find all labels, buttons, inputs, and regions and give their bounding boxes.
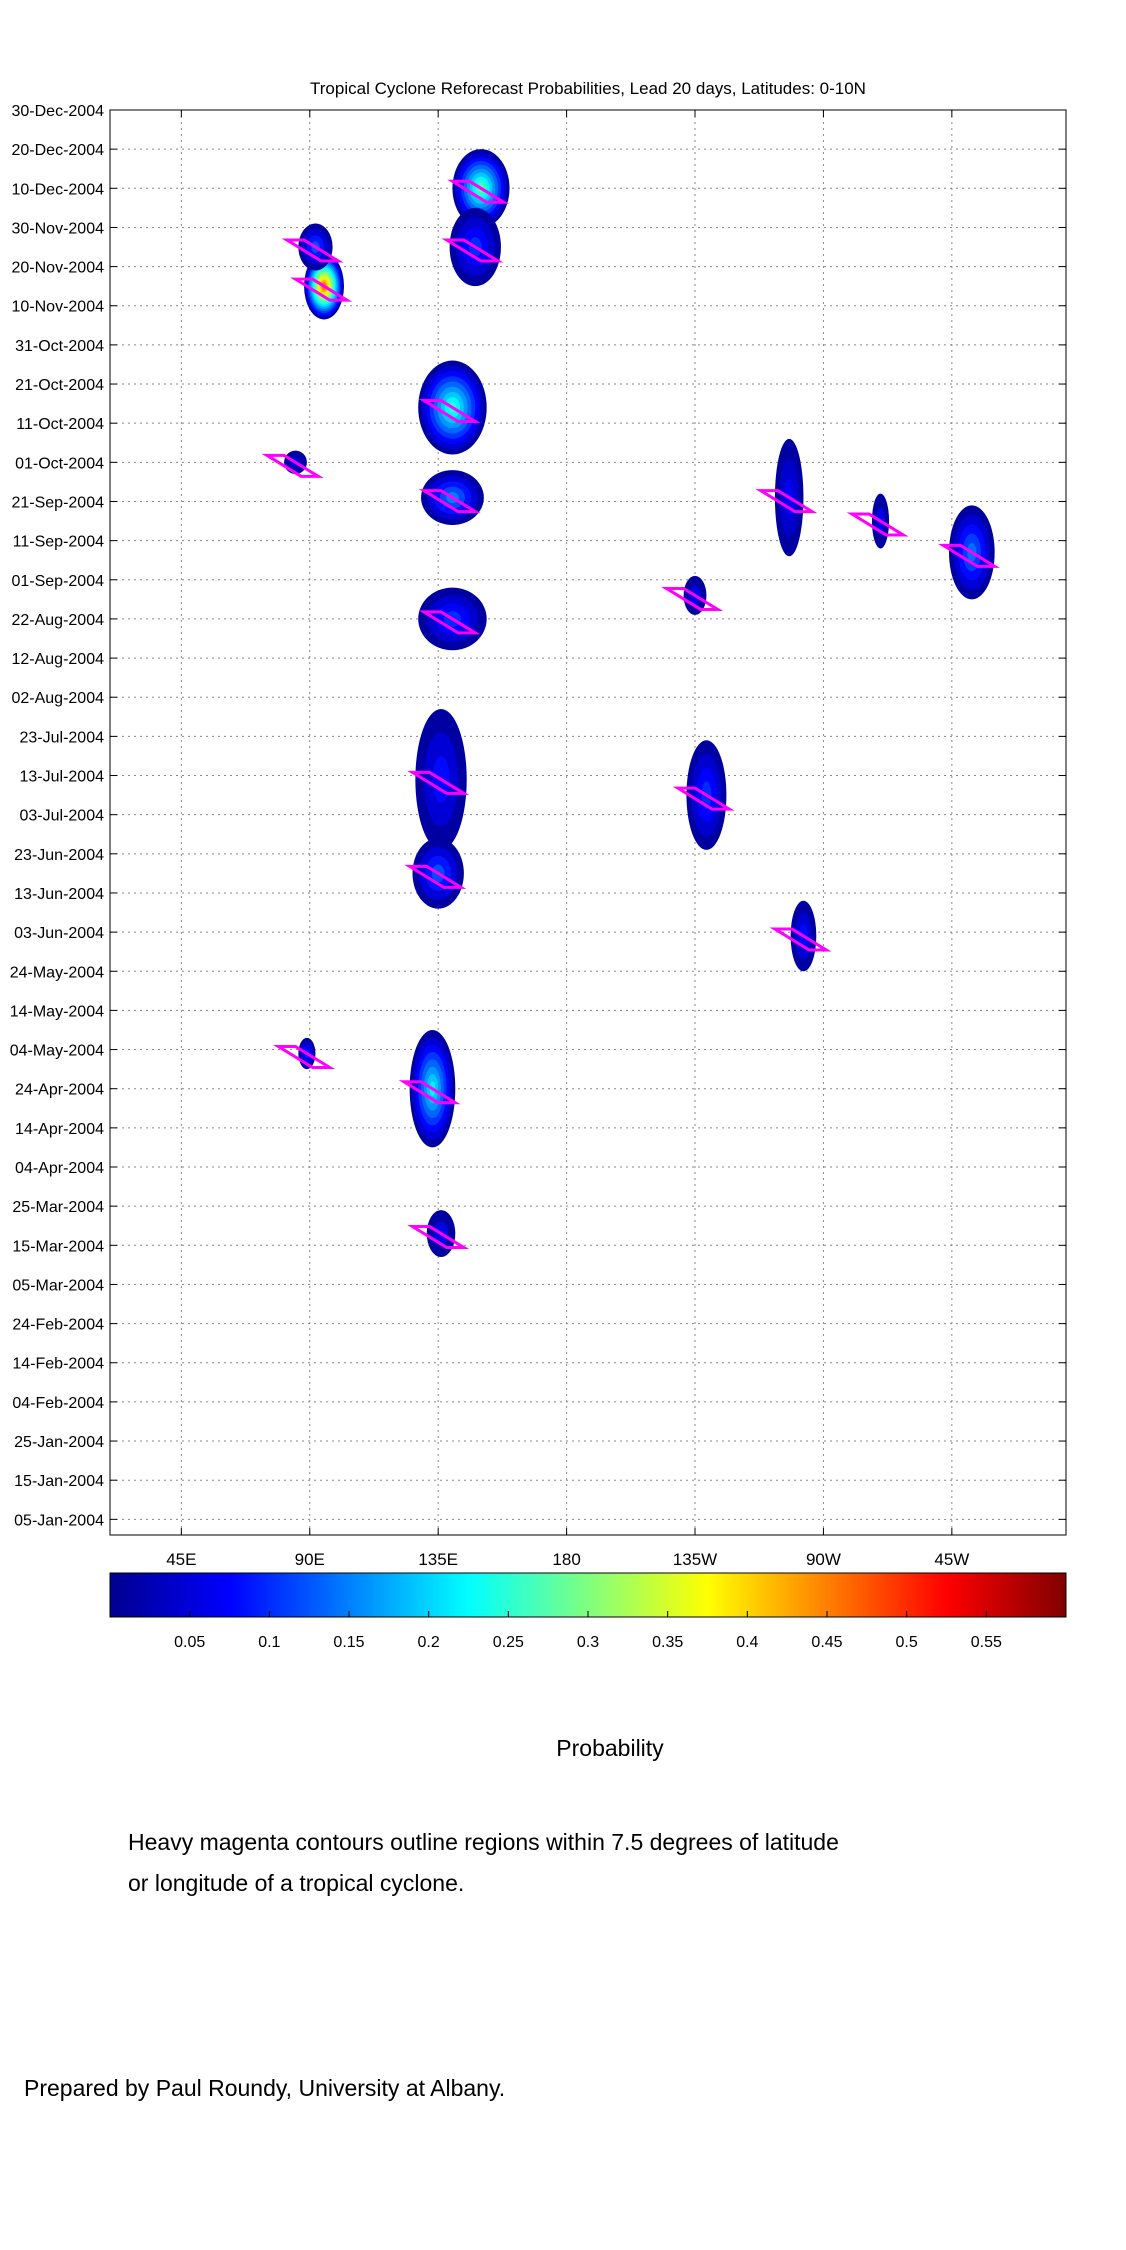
y-tick-label: 21-Sep-2004 <box>11 494 104 511</box>
y-tick-label: 25-Mar-2004 <box>12 1199 104 1216</box>
y-tick-label: 03-Jun-2004 <box>14 925 104 942</box>
colorbar-gradient <box>109 1572 1067 1618</box>
y-tick-label: 11-Oct-2004 <box>16 416 104 433</box>
y-tick-label: 01-Sep-2004 <box>11 573 104 590</box>
y-tick-label: 20-Nov-2004 <box>12 260 105 277</box>
cyclone-contour <box>290 277 353 302</box>
y-tick-label: 03-Jul-2004 <box>20 808 105 825</box>
y-tick-label: 05-Jan-2004 <box>14 1512 104 1529</box>
y-tick-label: 30-Nov-2004 <box>12 220 105 237</box>
plot-frame <box>109 109 1067 1536</box>
colorbar: 0.05 0.1 0.15 0.2 0.25 0.3 0.35 0.4 0.45 0.5 0.55 <box>109 1572 1067 1651</box>
cyclone-contour <box>261 453 324 478</box>
cyclone-contour <box>418 489 481 514</box>
cyclone-contour <box>769 927 832 952</box>
y-tick-label: 05-Mar-2004 <box>12 1277 104 1294</box>
y-tick-label: 30-Dec-2004 <box>12 103 105 120</box>
y-axis-ticks: 30-Dec-2004 20-Dec-2004 10-Dec-2004 30-Nov-… <box>10 103 1066 1529</box>
colorbar-tick-label: 0.5 <box>896 1634 918 1651</box>
x-tick-label: 45E <box>166 1550 196 1569</box>
y-tick-label: 24-Feb-2004 <box>12 1317 104 1334</box>
colorbar-tick-label: 0.4 <box>736 1634 758 1651</box>
y-tick-label: 13-Jun-2004 <box>14 886 104 903</box>
colorbar-ticks: 0.05 0.1 0.15 0.2 0.25 0.3 0.35 0.4 0.45 0.5 0.55 <box>174 1611 1002 1651</box>
y-tick-label: 15-Mar-2004 <box>12 1238 104 1255</box>
x-tick-label: 90W <box>806 1550 841 1569</box>
x-tick-label: 90E <box>295 1550 325 1569</box>
colorbar-tick-label: 0.3 <box>577 1634 599 1651</box>
y-tick-label: 15-Jan-2004 <box>14 1473 104 1490</box>
y-tick-label: 21-Oct-2004 <box>15 377 104 394</box>
y-tick-label: 23-Jun-2004 <box>14 847 104 864</box>
caption-line-2: or longitude of a tropical cyclone. <box>128 1870 465 1896</box>
cyclone-contours <box>261 179 1000 1250</box>
grid-lines <box>110 109 1066 1535</box>
y-tick-label: 04-Apr-2004 <box>15 1160 104 1177</box>
cyclone-contour <box>447 179 510 204</box>
y-tick-label: 25-Jan-2004 <box>14 1434 104 1451</box>
cyclone-contour <box>846 512 909 537</box>
cyclone-contour <box>273 1044 336 1069</box>
y-tick-label: 11-Sep-2004 <box>13 534 104 551</box>
colorbar-tick-label: 0.45 <box>811 1634 842 1651</box>
cyclone-contour <box>281 238 344 263</box>
y-tick-label: 04-May-2004 <box>10 1043 104 1060</box>
colorbar-tick-label: 0.05 <box>174 1634 205 1651</box>
cyclone-contour <box>407 770 470 795</box>
cyclone-contour <box>398 1080 461 1105</box>
colorbar-tick-label: 0.35 <box>652 1634 683 1651</box>
colorbar-tick-label: 0.1 <box>258 1634 280 1651</box>
cyclone-contour <box>441 238 504 263</box>
y-tick-label: 01-Oct-2004 <box>15 455 104 472</box>
y-tick-label: 10-Dec-2004 <box>12 181 105 198</box>
y-tick-label: 23-Jul-2004 <box>20 729 105 746</box>
caption-line-1: Heavy magenta contours outline regions w… <box>128 1829 839 1855</box>
colorbar-tick-label: 0.55 <box>971 1634 1002 1651</box>
y-tick-label: 13-Jul-2004 <box>20 769 105 786</box>
y-tick-label: 02-Aug-2004 <box>11 690 104 707</box>
x-tick-label: 135E <box>418 1550 458 1569</box>
cyclone-contour <box>407 1225 470 1250</box>
cyclone-contour <box>937 543 1000 568</box>
credit-line: Prepared by Paul Roundy, University at A… <box>24 2075 506 2101</box>
chart-title: Tropical Cyclone Reforecast Probabilitie… <box>310 79 866 98</box>
colorbar-tick-label: 0.2 <box>418 1634 440 1651</box>
cyclone-contour <box>418 399 481 424</box>
x-axis-ticks: 45E 90E 135E 180 135W 90W 45W <box>166 110 969 1569</box>
colorbar-tick-label: 0.25 <box>493 1634 524 1651</box>
x-tick-label: 135W <box>673 1550 717 1569</box>
y-tick-label: 22-Aug-2004 <box>11 612 104 629</box>
y-tick-label: 20-Dec-2004 <box>12 142 105 159</box>
x-tick-label: 45W <box>934 1550 969 1569</box>
probability-regions <box>284 149 995 1258</box>
cyclone-contour <box>661 586 724 611</box>
y-tick-label: 12-Aug-2004 <box>11 651 104 668</box>
y-tick-label: 04-Feb-2004 <box>12 1395 104 1412</box>
y-tick-label: 10-Nov-2004 <box>12 299 105 316</box>
y-tick-label: 24-Apr-2004 <box>15 1082 104 1099</box>
y-tick-label: 14-Apr-2004 <box>15 1121 104 1138</box>
y-tick-label: 14-Feb-2004 <box>12 1356 104 1373</box>
colorbar-tick-label: 0.15 <box>333 1634 364 1651</box>
colorbar-label: Probability <box>556 1735 664 1761</box>
x-tick-label: 180 <box>552 1550 580 1569</box>
cyclone-contour <box>755 489 818 514</box>
y-tick-label: 24-May-2004 <box>10 964 104 981</box>
chart-svg: 30-Dec-2004 20-Dec-2004 10-Dec-2004 30-Nov-… <box>10 103 1067 1651</box>
cyclone-contour <box>672 786 735 811</box>
y-tick-label: 31-Oct-2004 <box>15 338 104 355</box>
cyclone-contour <box>404 864 467 889</box>
y-tick-label: 14-May-2004 <box>10 1003 104 1020</box>
cyclone-contour <box>418 610 481 635</box>
